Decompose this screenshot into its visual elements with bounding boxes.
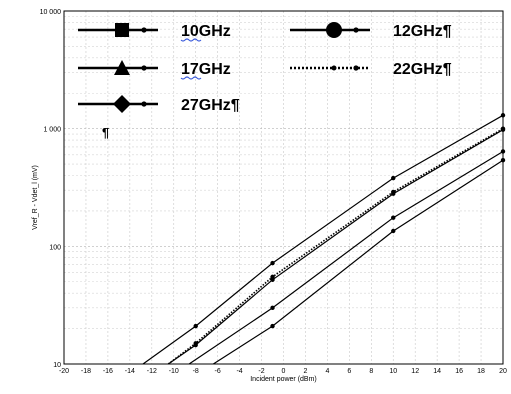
legend-label: 12GHz¶ <box>393 23 452 40</box>
data-point <box>193 341 198 346</box>
data-point <box>270 274 275 280</box>
x-axis-label: Incident power (dBm) <box>250 376 317 383</box>
series-lines <box>142 113 506 365</box>
x-tick-label: 6 <box>347 368 351 375</box>
legend-note: ¶ <box>102 125 109 140</box>
data-point <box>391 215 396 220</box>
x-tick-label: 4 <box>325 368 329 375</box>
y-tick-labels: 10 100 1 000 10 000 <box>40 9 62 369</box>
x-tick-label: -18 <box>81 368 91 375</box>
x-tick-label: 18 <box>477 368 485 375</box>
x-tick-label: -6 <box>215 368 221 375</box>
y-tick-label: 1 000 <box>43 127 61 134</box>
data-point <box>391 189 396 195</box>
x-tick-label: -4 <box>236 368 242 375</box>
grid <box>63 11 504 365</box>
data-point <box>270 323 275 329</box>
data-point <box>270 260 275 266</box>
legend: 10GHz 12GHz¶ 17GHz 22GHz¶ 27GHz¶ <box>78 22 452 114</box>
triangle-marker <box>114 60 130 75</box>
x-tick-label: 14 <box>433 368 441 375</box>
legend-dot <box>141 101 147 107</box>
data-point <box>270 305 275 311</box>
x-tick-label: 16 <box>455 368 463 375</box>
legend-item: 17GHz <box>78 60 231 80</box>
dot-marker <box>331 65 337 71</box>
y-tick-label: 10 000 <box>40 9 62 16</box>
x-tick-label: 12 <box>411 368 419 375</box>
data-point <box>391 228 396 234</box>
x-tick-label: -16 <box>103 368 113 375</box>
legend-dot <box>353 65 359 71</box>
legend-item: 22GHz¶ <box>290 61 452 78</box>
legend-dot <box>141 27 147 33</box>
legend-item: 27GHz¶ <box>78 95 240 114</box>
plot-frame <box>63 10 504 365</box>
y-axis-label: Vref_R - Vdet_l (mV) <box>32 165 39 230</box>
legend-item: 12GHz¶ <box>290 22 452 40</box>
x-tick-label: -10 <box>169 368 179 375</box>
data-point <box>391 175 396 181</box>
square-marker <box>115 23 129 37</box>
legend-label: 22GHz¶ <box>393 61 452 78</box>
legend-label: 17GHz <box>181 61 231 78</box>
legend-dot <box>141 65 147 71</box>
legend-dot <box>353 27 359 33</box>
x-tick-label: 8 <box>369 368 373 375</box>
x-tick-label: 20 <box>499 368 507 375</box>
y-tick-label: 10 <box>53 362 61 369</box>
diamond-marker <box>113 95 131 113</box>
series-line <box>188 150 504 365</box>
x-tick-label: -14 <box>125 368 135 375</box>
y-tick-label: 100 <box>49 244 61 251</box>
data-point <box>193 323 198 329</box>
legend-label: 10GHz <box>181 23 231 40</box>
x-tick-labels: -20 -18 -16 -14 -12 -10 -8 -6 -4 -2 0 2 4 6 8 10 12 14 16 1… <box>59 368 507 375</box>
x-tick-label: -12 <box>147 368 157 375</box>
spellcheck-underline <box>180 38 202 42</box>
series-line <box>212 159 504 365</box>
x-tick-label: 2 <box>303 368 307 375</box>
x-tick-label: -8 <box>193 368 199 375</box>
circle-marker <box>326 22 342 38</box>
x-tick-label: -2 <box>258 368 264 375</box>
legend-label: 27GHz¶ <box>181 97 240 114</box>
x-tick-label: 0 <box>282 368 286 375</box>
legend-item: 10GHz <box>78 23 231 42</box>
spellcheck-underline <box>180 76 202 80</box>
x-tick-label: -20 <box>59 368 69 375</box>
x-tick-label: 10 <box>389 368 397 375</box>
